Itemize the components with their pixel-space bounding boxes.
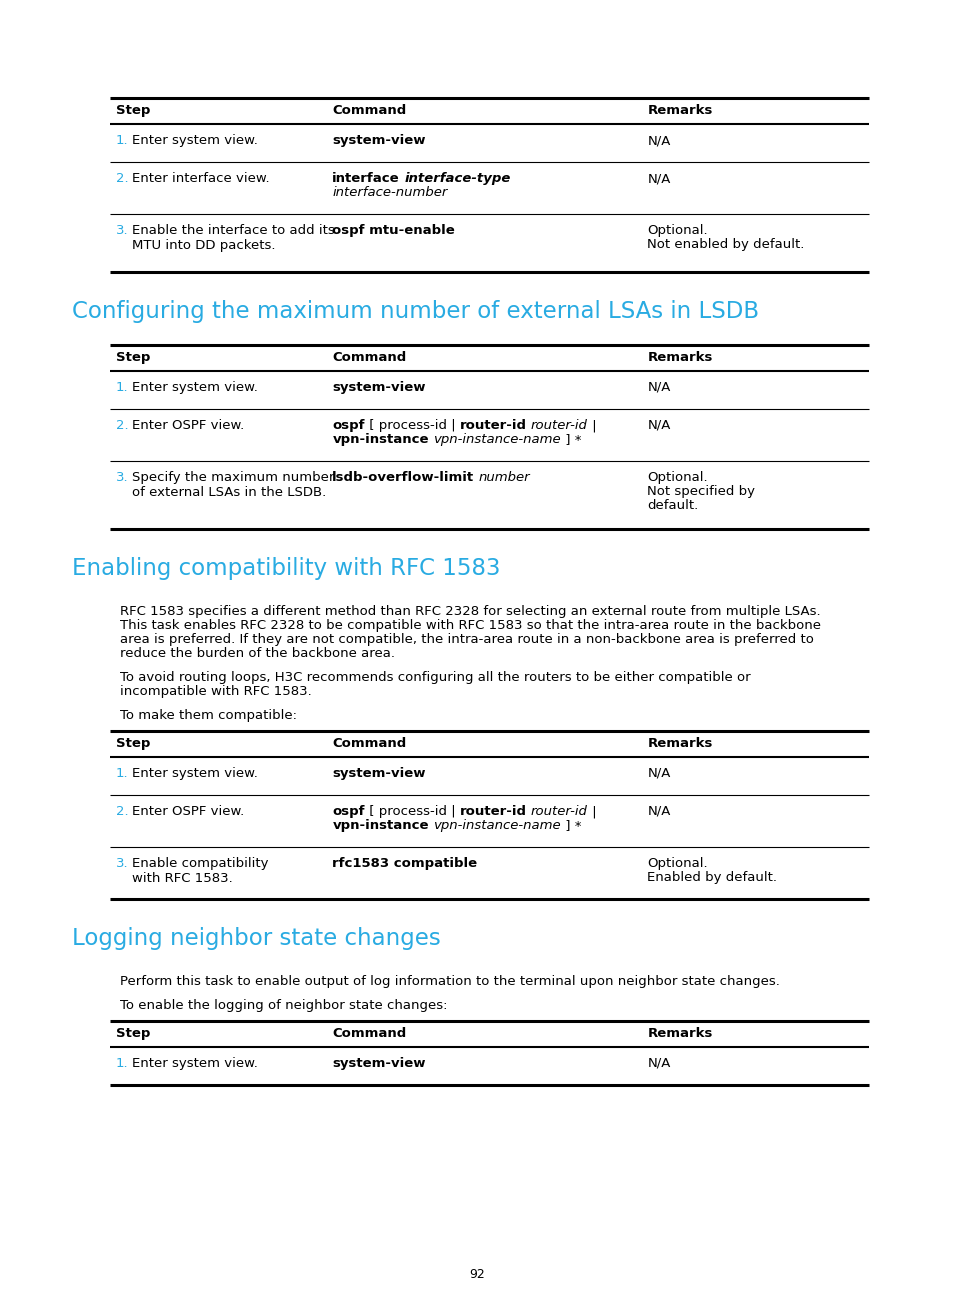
Text: Enter interface view.: Enter interface view. (132, 172, 270, 185)
Text: Command: Command (332, 351, 406, 364)
Text: [ process-id |: [ process-id | (364, 805, 459, 818)
Text: 3.: 3. (116, 857, 129, 870)
Text: Remarks: Remarks (647, 737, 712, 750)
Text: Step: Step (116, 104, 151, 117)
Text: 1.: 1. (116, 133, 129, 146)
Text: N/A: N/A (647, 1058, 670, 1070)
Text: Enter system view.: Enter system view. (132, 1058, 257, 1070)
Text: reduce the burden of the backbone area.: reduce the burden of the backbone area. (120, 647, 395, 660)
Text: Remarks: Remarks (647, 1026, 712, 1039)
Text: router-id: router-id (531, 419, 587, 432)
Text: vpn-instance: vpn-instance (332, 433, 428, 446)
Text: incompatible with RFC 1583.: incompatible with RFC 1583. (120, 686, 312, 699)
Text: Enter OSPF view.: Enter OSPF view. (132, 419, 244, 432)
Text: vpn-instance: vpn-instance (332, 819, 428, 832)
Text: N/A: N/A (647, 381, 670, 394)
Text: router-id: router-id (459, 805, 526, 818)
Text: Optional.: Optional. (647, 470, 707, 483)
Text: Enter system view.: Enter system view. (132, 133, 257, 146)
Text: router-id: router-id (459, 419, 526, 432)
Text: To enable the logging of neighbor state changes:: To enable the logging of neighbor state … (120, 999, 447, 1012)
Text: system-view: system-view (332, 767, 425, 780)
Text: Remarks: Remarks (647, 351, 712, 364)
Text: To make them compatible:: To make them compatible: (120, 709, 296, 722)
Text: Enable compatibility
with RFC 1583.: Enable compatibility with RFC 1583. (132, 857, 268, 885)
Text: area is preferred. If they are not compatible, the intra-area route in a non-bac: area is preferred. If they are not compa… (120, 632, 813, 645)
Text: interface-type: interface-type (404, 172, 510, 185)
Text: system-view: system-view (332, 1058, 425, 1070)
Text: default.: default. (647, 499, 698, 512)
Text: number: number (478, 470, 530, 483)
Text: ] *: ] * (560, 819, 580, 832)
Text: Enabling compatibility with RFC 1583: Enabling compatibility with RFC 1583 (71, 557, 500, 581)
Text: 3.: 3. (116, 470, 129, 483)
Text: Optional.: Optional. (647, 224, 707, 237)
Text: Step: Step (116, 1026, 151, 1039)
Text: 92: 92 (469, 1267, 484, 1280)
Text: Step: Step (116, 737, 151, 750)
Text: 2.: 2. (116, 172, 129, 185)
Text: Remarks: Remarks (647, 104, 712, 117)
Text: This task enables RFC 2328 to be compatible with RFC 1583 so that the intra-area: This task enables RFC 2328 to be compati… (120, 619, 821, 632)
Text: RFC 1583 specifies a different method than RFC 2328 for selecting an external ro: RFC 1583 specifies a different method th… (120, 605, 820, 618)
Text: N/A: N/A (647, 419, 670, 432)
Text: N/A: N/A (647, 767, 670, 780)
Text: Command: Command (332, 104, 406, 117)
Text: Not specified by: Not specified by (647, 485, 755, 498)
Text: Configuring the maximum number of external LSAs in LSDB: Configuring the maximum number of extern… (71, 299, 759, 323)
Text: 3.: 3. (116, 224, 129, 237)
Text: interface-number: interface-number (332, 187, 447, 200)
Text: Command: Command (332, 737, 406, 750)
Text: N/A: N/A (647, 133, 670, 146)
Text: lsdb-overflow-limit: lsdb-overflow-limit (332, 470, 474, 483)
Text: Specify the maximum number
of external LSAs in the LSDB.: Specify the maximum number of external L… (132, 470, 334, 499)
Text: ospf: ospf (332, 419, 364, 432)
Text: Enter OSPF view.: Enter OSPF view. (132, 805, 244, 818)
Text: ospf: ospf (332, 805, 364, 818)
Text: Command: Command (332, 1026, 406, 1039)
Text: |: | (587, 419, 596, 432)
Text: Step: Step (116, 351, 151, 364)
Text: To avoid routing loops, H3C recommends configuring all the routers to be either : To avoid routing loops, H3C recommends c… (120, 671, 750, 684)
Text: system-view: system-view (332, 133, 425, 146)
Text: 1.: 1. (116, 1058, 129, 1070)
Text: system-view: system-view (332, 381, 425, 394)
Text: N/A: N/A (647, 172, 670, 185)
Text: router-id: router-id (531, 805, 587, 818)
Text: Enter system view.: Enter system view. (132, 381, 257, 394)
Text: rfc1583 compatible: rfc1583 compatible (332, 857, 476, 870)
Text: ] *: ] * (560, 433, 580, 446)
Text: |: | (587, 805, 596, 818)
Text: Not enabled by default.: Not enabled by default. (647, 238, 803, 251)
Text: 2.: 2. (116, 419, 129, 432)
Text: Perform this task to enable output of log information to the terminal upon neigh: Perform this task to enable output of lo… (120, 975, 779, 988)
Text: Enabled by default.: Enabled by default. (647, 871, 777, 884)
Text: vpn-instance-name: vpn-instance-name (433, 819, 560, 832)
Text: vpn-instance-name: vpn-instance-name (433, 433, 560, 446)
Text: [ process-id |: [ process-id | (364, 419, 459, 432)
Text: 1.: 1. (116, 767, 129, 780)
Text: Enable the interface to add its
MTU into DD packets.: Enable the interface to add its MTU into… (132, 224, 335, 251)
Text: 1.: 1. (116, 381, 129, 394)
Text: ospf mtu-enable: ospf mtu-enable (332, 224, 455, 237)
Text: interface: interface (332, 172, 399, 185)
Text: Enter system view.: Enter system view. (132, 767, 257, 780)
Text: Optional.: Optional. (647, 857, 707, 870)
Text: N/A: N/A (647, 805, 670, 818)
Text: 2.: 2. (116, 805, 129, 818)
Text: Logging neighbor state changes: Logging neighbor state changes (71, 927, 440, 950)
